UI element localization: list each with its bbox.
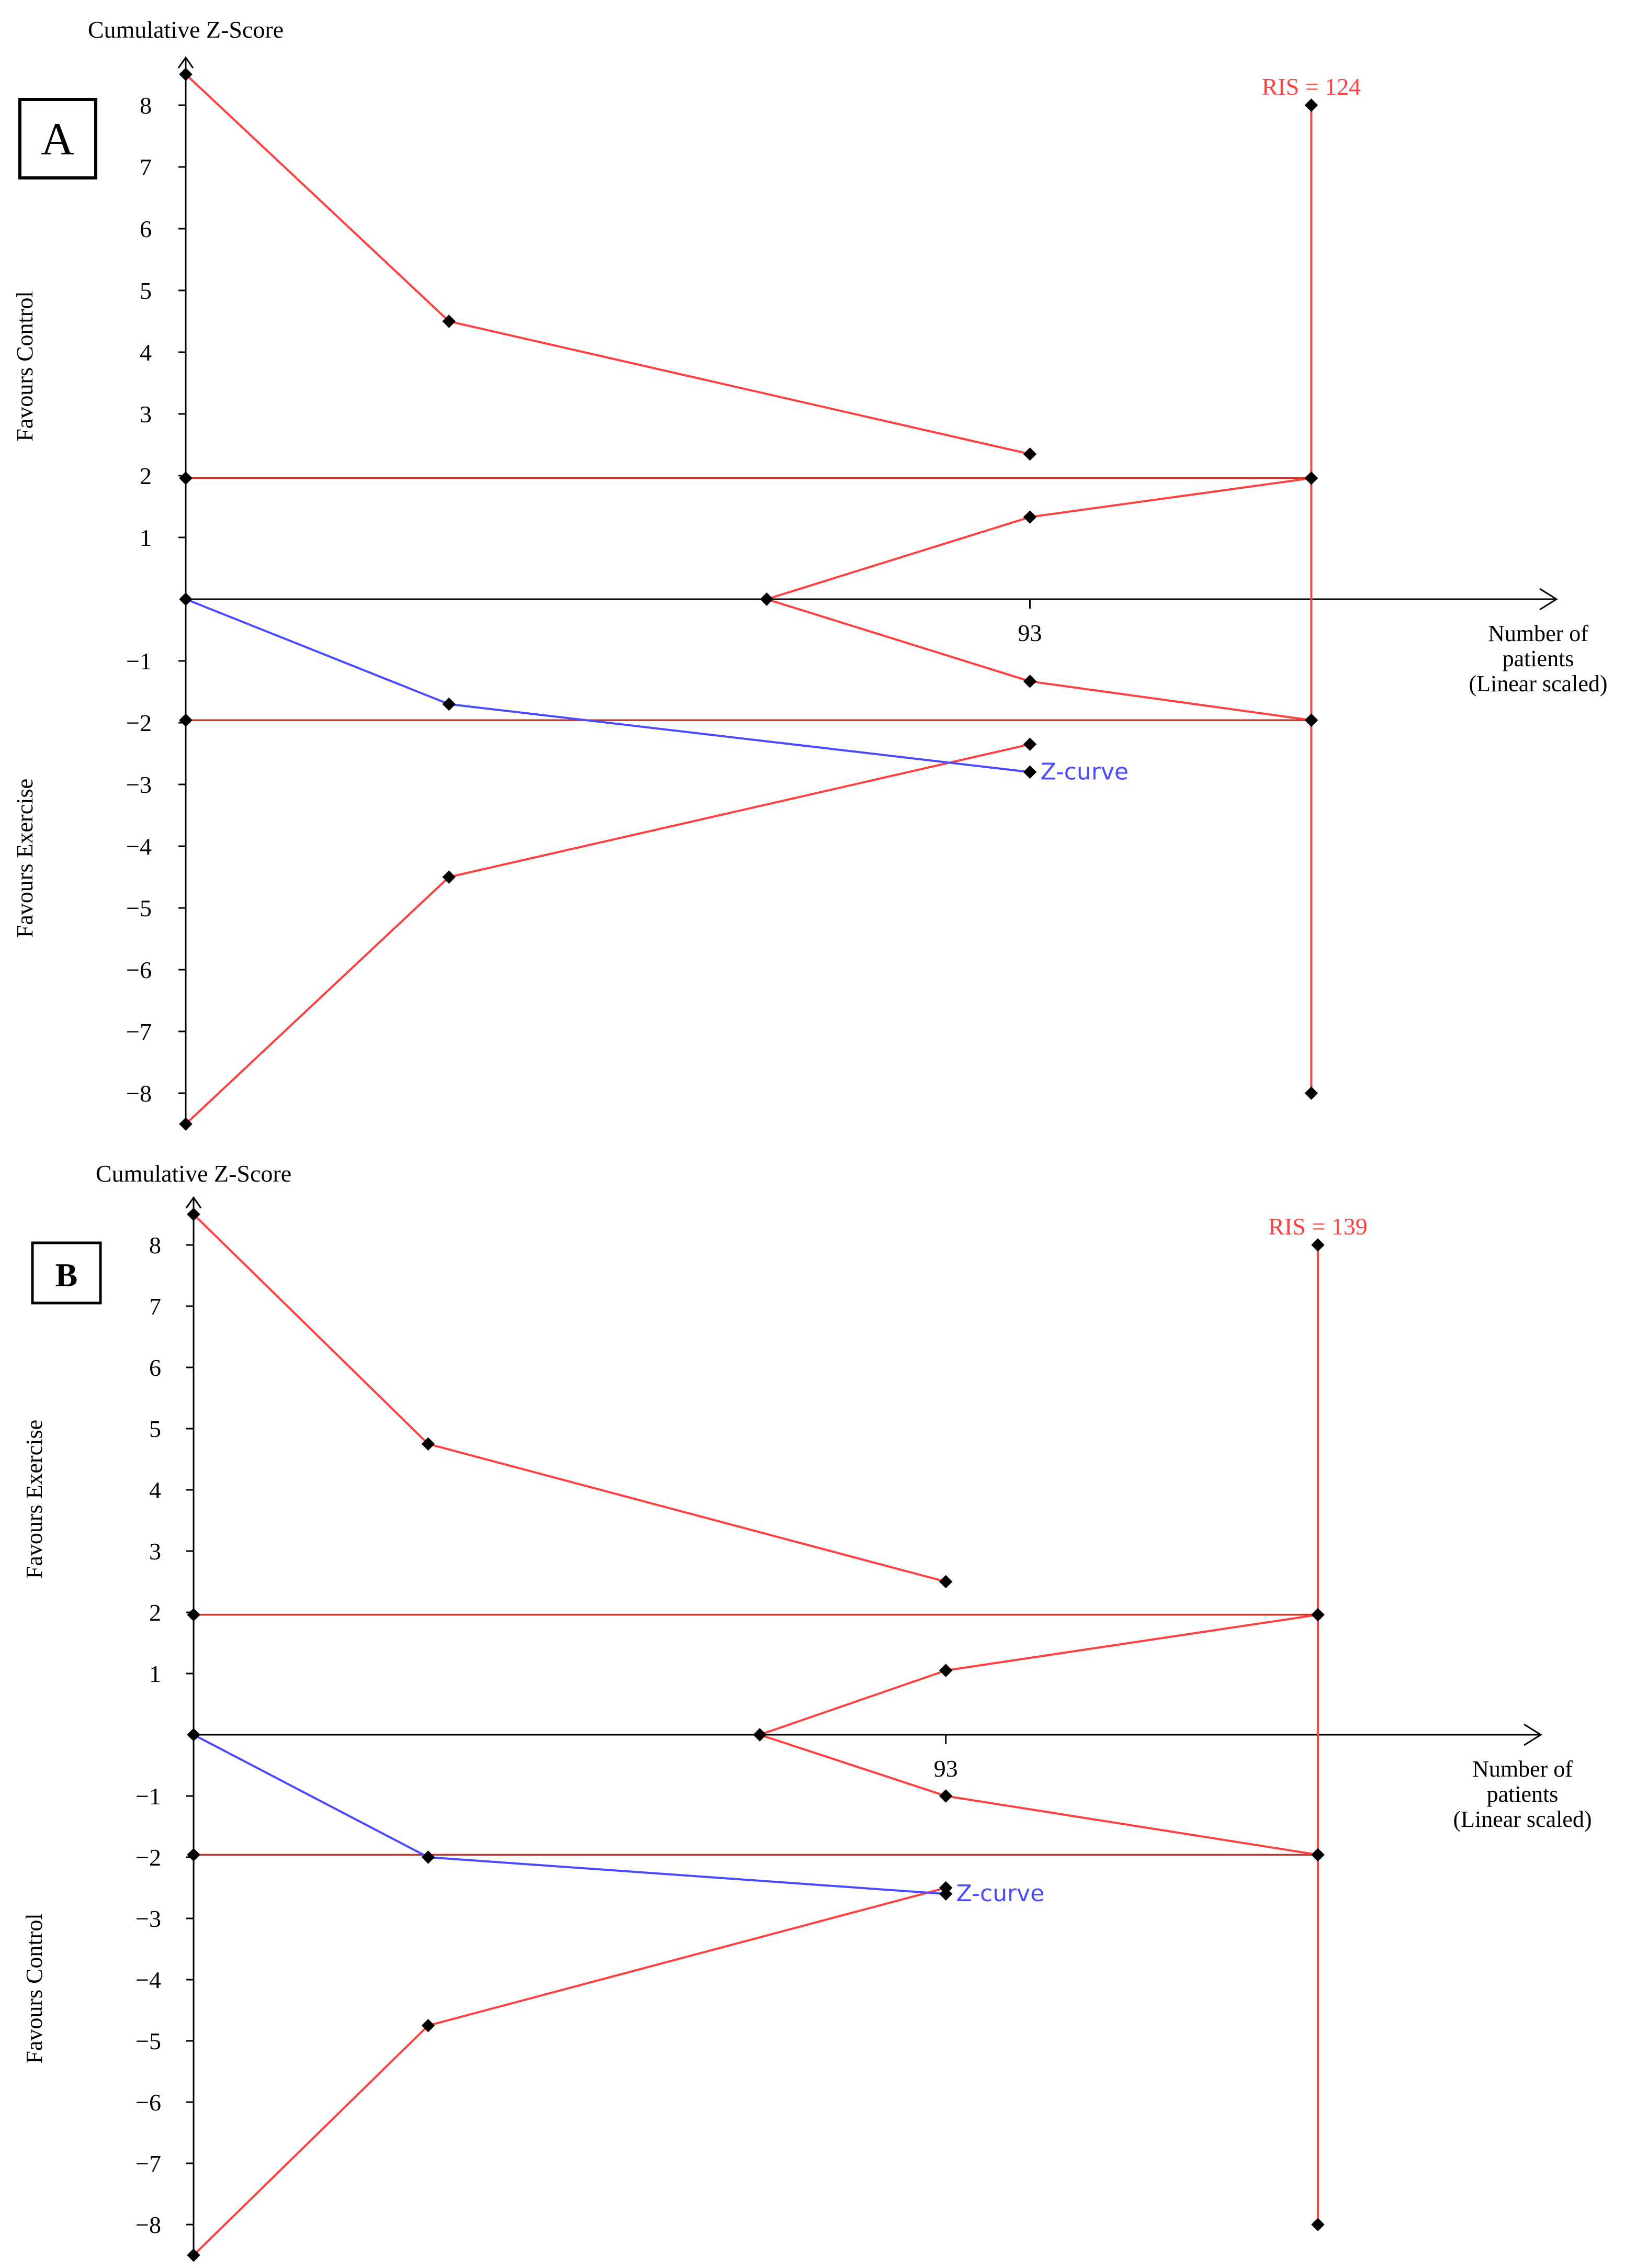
- y-axis-arrow: [177, 56, 194, 69]
- y-tick-label: −2: [126, 710, 152, 736]
- x-axis-title-line3: (Linear scaled): [1469, 671, 1607, 697]
- panel-label-box: [18, 98, 97, 179]
- favours-lower-line1: Favours Exercise: [12, 779, 38, 938]
- favours-upper-line1: Favours Exercise: [21, 1420, 47, 1579]
- y-tick-label: −8: [136, 2211, 161, 2238]
- boundary-marker: [179, 471, 193, 485]
- y-tick-label: 5: [149, 1416, 161, 1442]
- y-tick-label: 6: [140, 216, 152, 242]
- zcurve-label: Z-curve: [1041, 758, 1129, 785]
- y-tick-label: 1: [149, 1660, 161, 1687]
- y-tick-label: −8: [126, 1080, 152, 1107]
- y-tick-label: 7: [149, 1293, 161, 1320]
- x-axis-arrow: [1524, 1723, 1542, 1746]
- y-tick-label: −3: [126, 771, 152, 798]
- panel-label: A: [41, 114, 74, 165]
- y-tick-label: −5: [136, 2028, 161, 2054]
- y-tick-label: 3: [140, 401, 152, 428]
- panel-label: B: [55, 1256, 78, 1294]
- y-axis-title: Cumulative Z-Score: [88, 16, 284, 43]
- ris-label: RIS = 124: [1262, 73, 1361, 100]
- y-axis-title: Cumulative Z-Score: [96, 1160, 291, 1187]
- y-tick-labels: 8 7 6 5 4 3 2 1 −1 −2 −3 −4 −5 −6 −7 −8: [126, 92, 186, 1107]
- y-tick-label: −7: [126, 1018, 152, 1045]
- y-tick-label: 2: [140, 463, 152, 489]
- x-axis-title-line3: (Linear scaled): [1453, 1806, 1592, 1832]
- y-tick-label: −1: [126, 648, 152, 675]
- y-tick-label: −3: [136, 1905, 161, 1932]
- y-tick-label: −4: [126, 833, 152, 860]
- x-axis-arrow: [1539, 588, 1558, 611]
- boundary-point: [1311, 1848, 1325, 1862]
- x-axis-title-line1: Number of: [1472, 1756, 1573, 1782]
- x-axis-title-line2: patients: [1487, 1781, 1559, 1807]
- boundary-point: [1311, 2218, 1325, 2231]
- y-tick-label: 2: [149, 1599, 161, 1626]
- x-axis-title-line1: Number of: [1488, 621, 1588, 646]
- boundary-point: [179, 68, 193, 81]
- x-tick-label: 93: [1018, 620, 1042, 646]
- zcurve-label: Z-curve: [956, 1880, 1045, 1907]
- y-tick-label: 1: [140, 524, 152, 551]
- panel-a: A Cumulative Z-Score Favours Control Fav…: [12, 16, 1608, 1131]
- y-tick-label: 3: [149, 1538, 161, 1565]
- favours-lower-line1: Favours Control: [21, 1913, 47, 2063]
- y-tick-label: −1: [136, 1783, 161, 1810]
- y-tick-label: −6: [126, 957, 152, 983]
- y-axis-arrow: [185, 1196, 202, 1209]
- y-tick-label: 7: [140, 154, 152, 181]
- boundary-point: [442, 315, 456, 328]
- ris-label: RIS = 139: [1268, 1213, 1368, 1240]
- y-tick-label: −7: [136, 2150, 161, 2177]
- y-tick-label: −2: [136, 1844, 161, 1871]
- y-tick-label: −5: [126, 895, 152, 922]
- boundary-point: [1311, 1608, 1325, 1622]
- boundary-point: [187, 2248, 200, 2262]
- panel-label-box: [31, 1241, 102, 1305]
- boundary-point: [1311, 1238, 1325, 1252]
- y-tick-label: −6: [136, 2089, 161, 2116]
- favours-upper-line1: Favours Control: [12, 291, 38, 441]
- y-tick-label: 8: [140, 92, 152, 119]
- y-tick-label: 4: [140, 339, 152, 366]
- y-tick-label: −4: [136, 1967, 161, 1993]
- x-axis-title-line2: patients: [1503, 646, 1574, 671]
- y-tick-label: 8: [149, 1232, 161, 1259]
- x-tick-label: 93: [934, 1755, 958, 1782]
- y-tick-label: 4: [149, 1477, 161, 1503]
- y-tick-label: 6: [149, 1354, 161, 1381]
- boundary-point: [1304, 1086, 1318, 1100]
- y-tick-label: 5: [140, 277, 152, 304]
